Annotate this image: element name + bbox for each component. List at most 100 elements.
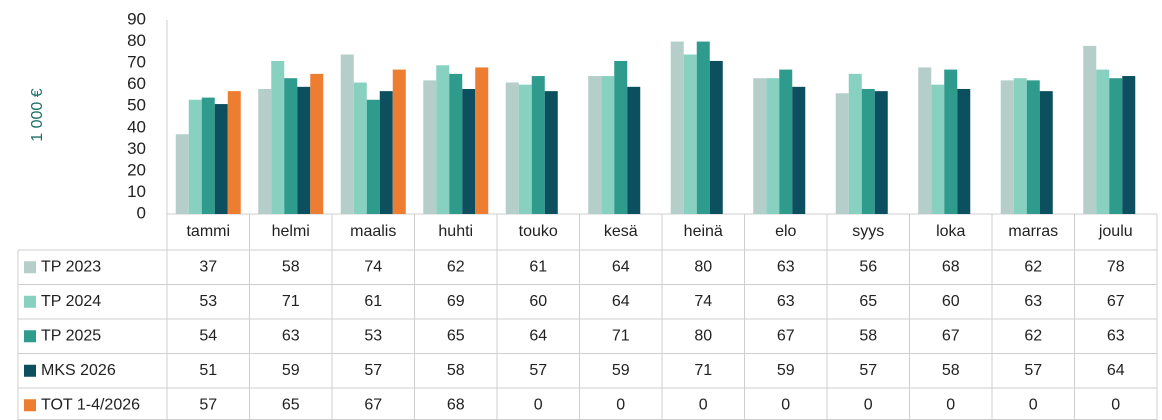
table-value: 58 [447, 362, 465, 379]
x-tick-label: helmi [272, 223, 310, 240]
legend-key [24, 399, 36, 412]
bar [670, 41, 684, 214]
bar [436, 65, 450, 215]
y-tick-label: 80 [127, 31, 146, 50]
table-value: 65 [859, 293, 877, 310]
table-value: 64 [612, 258, 630, 275]
legend-key [24, 295, 36, 308]
bar [696, 41, 710, 214]
x-tick-label: maalis [350, 223, 396, 240]
x-tick-label: syys [852, 223, 884, 240]
y-tick-label: 70 [127, 53, 146, 72]
bar [918, 67, 932, 214]
table-value: 69 [447, 293, 465, 310]
table-value: 74 [364, 258, 382, 275]
bar [614, 60, 628, 215]
bar [449, 73, 463, 214]
table-value: 57 [199, 396, 217, 413]
table-value: 71 [282, 293, 300, 310]
table-value: 60 [529, 293, 547, 310]
x-tick-label: joulu [1098, 223, 1133, 240]
bar [779, 69, 793, 214]
table-value: 67 [1107, 293, 1125, 310]
table-value: 62 [1024, 327, 1042, 344]
bar [683, 54, 697, 214]
y-axis-label: 1 000 € [29, 88, 46, 141]
table-value: 57 [529, 362, 547, 379]
table-value: 64 [1107, 362, 1125, 379]
bar [379, 91, 393, 214]
table-value: 62 [1024, 258, 1042, 275]
table-value: 68 [447, 396, 465, 413]
table-value: 59 [612, 362, 630, 379]
table-value: 63 [1024, 293, 1042, 310]
table-value: 0 [534, 396, 543, 413]
table-value: 53 [199, 293, 217, 310]
bar [835, 93, 849, 214]
bar [1109, 78, 1123, 214]
table-value: 71 [612, 327, 630, 344]
table-value: 67 [777, 327, 795, 344]
x-tick-label: elo [775, 223, 796, 240]
bar [271, 60, 285, 215]
table-value: 0 [864, 396, 873, 413]
bar [1026, 80, 1040, 214]
table-value: 57 [1024, 362, 1042, 379]
table-value: 71 [694, 362, 712, 379]
table-value: 63 [777, 293, 795, 310]
bar [588, 76, 602, 215]
y-tick-label: 30 [127, 139, 146, 158]
bar [175, 134, 189, 214]
legend-label: TP 2025 [41, 327, 101, 344]
bar [792, 86, 806, 214]
bar [627, 86, 641, 214]
y-tick-label: 50 [127, 96, 146, 115]
table-value: 67 [942, 327, 960, 344]
table-value: 0 [616, 396, 625, 413]
table-value: 0 [1111, 396, 1120, 413]
legend-label: MKS 2026 [41, 362, 116, 379]
table-value: 54 [199, 327, 217, 344]
table-value: 59 [282, 362, 300, 379]
y-tick-label: 40 [127, 117, 146, 136]
table-value: 57 [859, 362, 877, 379]
table-value: 80 [694, 258, 712, 275]
table-value: 51 [199, 362, 217, 379]
table-value: 61 [529, 258, 547, 275]
table-value: 58 [942, 362, 960, 379]
table-value: 58 [859, 327, 877, 344]
bar [848, 73, 862, 214]
bar [258, 88, 272, 214]
bar [544, 91, 558, 214]
bar [874, 91, 888, 214]
table-value: 63 [282, 327, 300, 344]
x-tick-label: huhti [438, 223, 473, 240]
y-tick-label: 90 [127, 9, 146, 28]
x-tick-label: loka [936, 223, 965, 240]
bar [214, 104, 228, 214]
bar [601, 76, 615, 215]
bar [297, 86, 311, 214]
table-value: 59 [777, 362, 795, 379]
bar [766, 78, 780, 214]
bar [753, 78, 767, 214]
legend-label: TOT 1-4/2026 [41, 396, 140, 413]
bar [310, 73, 324, 214]
table-value: 68 [942, 258, 960, 275]
bar [1039, 91, 1053, 214]
bar [284, 78, 298, 214]
x-tick-label: tammi [186, 223, 230, 240]
y-tick-label: 0 [137, 203, 146, 222]
bar [201, 97, 215, 214]
bar [353, 82, 367, 214]
bar [861, 88, 875, 214]
table-value: 64 [612, 293, 630, 310]
table-value: 63 [777, 258, 795, 275]
y-tick-label: 20 [127, 160, 146, 179]
bar [1083, 45, 1097, 214]
table-value: 60 [942, 293, 960, 310]
legend-label: TP 2024 [41, 293, 101, 310]
x-tick-label: marras [1008, 223, 1058, 240]
bar [392, 69, 406, 214]
